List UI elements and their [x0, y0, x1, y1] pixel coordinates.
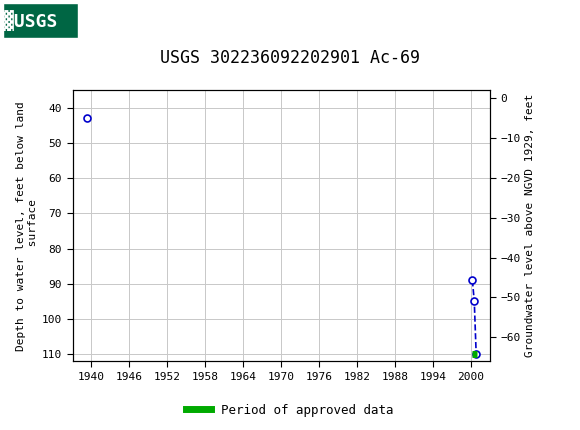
FancyBboxPatch shape	[3, 3, 78, 37]
Y-axis label: Depth to water level, feet below land
 surface: Depth to water level, feet below land su…	[16, 101, 38, 350]
Legend: Period of approved data: Period of approved data	[181, 399, 399, 421]
Text: ▓USGS: ▓USGS	[3, 10, 57, 31]
Y-axis label: Groundwater level above NGVD 1929, feet: Groundwater level above NGVD 1929, feet	[525, 94, 535, 357]
Text: USGS 302236092202901 Ac-69: USGS 302236092202901 Ac-69	[160, 49, 420, 67]
